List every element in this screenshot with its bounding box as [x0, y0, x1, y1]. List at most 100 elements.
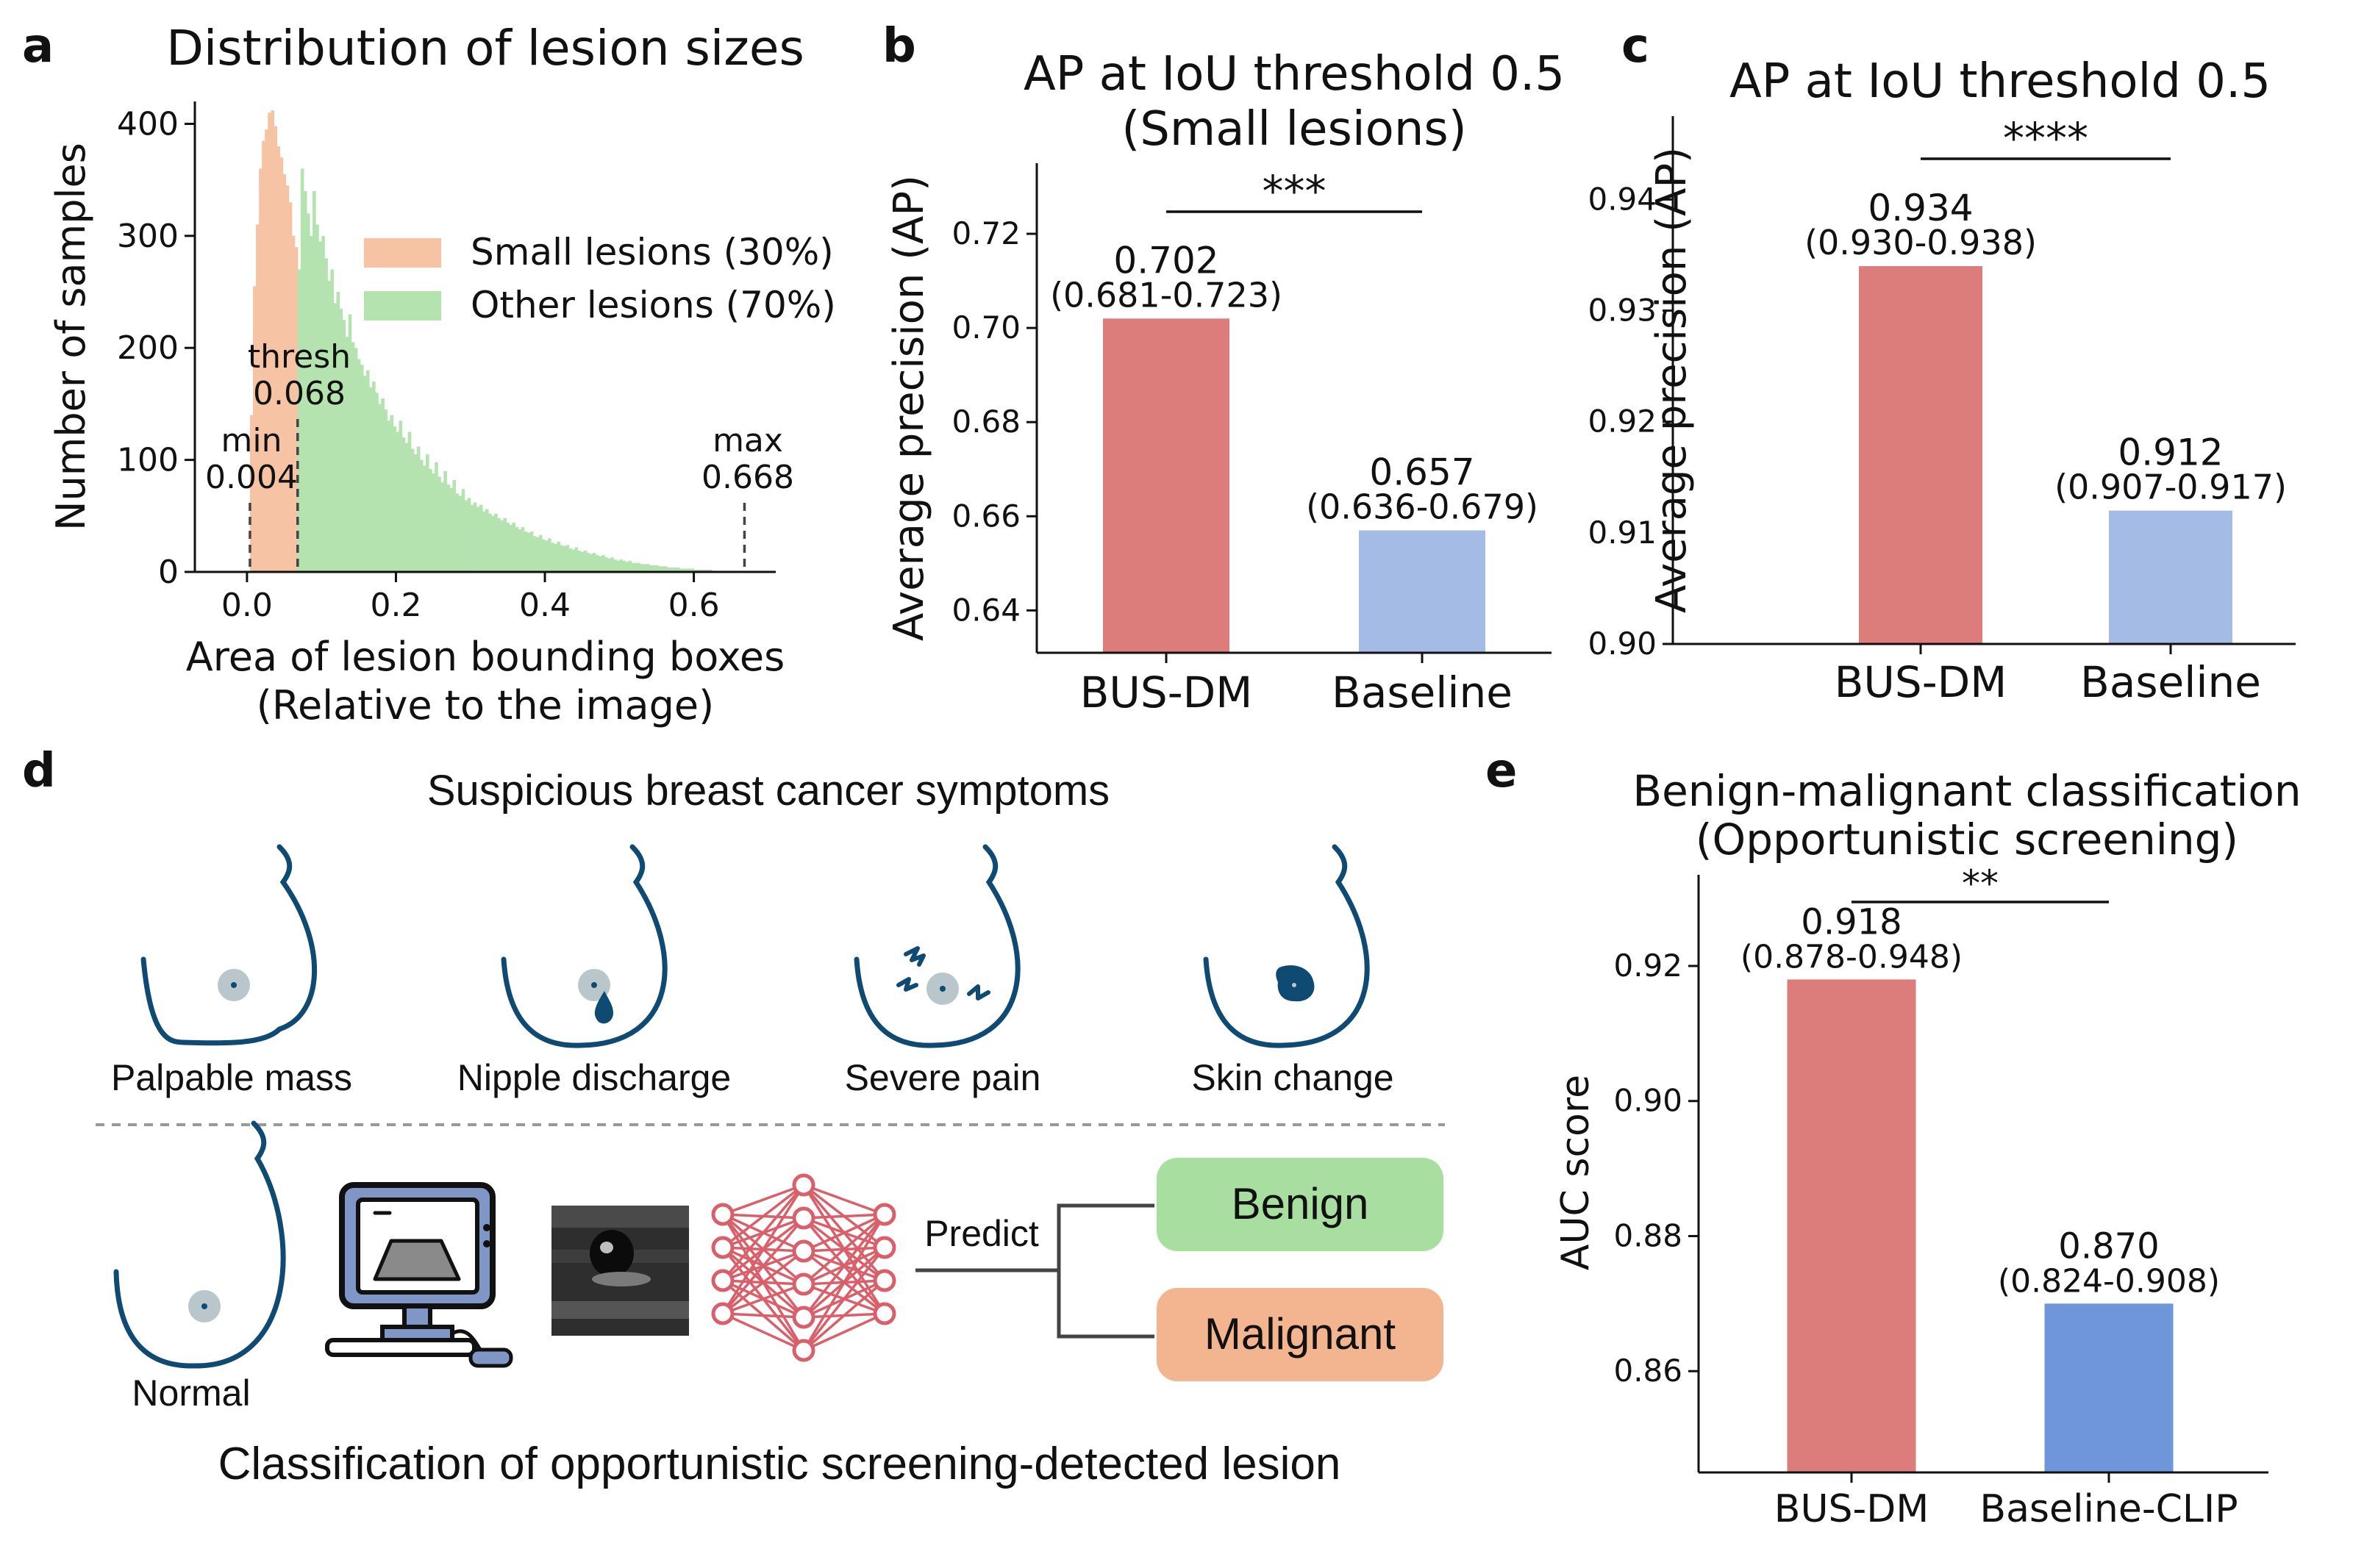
network-edge	[802, 1214, 886, 1351]
ultrasound-image-icon	[551, 1206, 689, 1336]
histogram-bar	[622, 560, 626, 572]
histogram-bar	[699, 569, 704, 572]
histogram-bar	[661, 566, 665, 572]
network-edge	[803, 1184, 885, 1216]
histogram-bar	[452, 480, 457, 572]
histogram-bar	[640, 564, 644, 572]
network-node	[792, 1272, 815, 1296]
histogram-bar	[565, 545, 570, 572]
bar-bus-dm	[1103, 318, 1229, 653]
panel-e-title-line1: Benign-malignant classification	[1632, 766, 2301, 816]
histogram-bar	[303, 190, 307, 572]
y-tick-label: 0.64	[951, 592, 1021, 628]
histogram-bar	[574, 547, 579, 572]
histogram-bar	[271, 110, 274, 572]
network-edge	[802, 1213, 886, 1286]
y-tick-label: 0.88	[1613, 1217, 1682, 1253]
bar-baseline-clip	[2044, 1303, 2174, 1472]
histogram-bar	[532, 536, 537, 572]
histogram-bar	[607, 558, 611, 572]
network-node	[792, 1173, 815, 1197]
histogram-bar	[538, 534, 543, 572]
histogram-bar	[470, 504, 474, 572]
y-tick-label: 300	[117, 218, 179, 255]
network-edge	[722, 1184, 804, 1216]
prediction-connector	[915, 1203, 1154, 1339]
x-tick-label: 0.4	[519, 587, 571, 624]
histogram-bar	[654, 565, 659, 572]
y-ticks: 0 100 200 300 400	[117, 105, 195, 591]
malignant-box	[1157, 1288, 1443, 1381]
histogram-bar	[676, 567, 679, 572]
reference-line-label-value: 0.068	[253, 375, 346, 412]
histogram-bar	[509, 525, 513, 572]
histogram-bar	[354, 348, 358, 572]
histogram-bar	[526, 532, 531, 572]
histogram-bar	[708, 569, 713, 572]
histogram-bar	[506, 522, 510, 572]
histogram-bar	[651, 565, 656, 572]
histogram-bar	[318, 241, 322, 572]
histogram-bar	[601, 555, 605, 572]
histogram-bar	[345, 337, 349, 572]
ultrasound-machine-icon	[325, 1182, 513, 1368]
panel-b-bar-chart: AP at IoU threshold 0.5 (Small lesions) …	[885, 47, 1565, 717]
network-node	[873, 1236, 896, 1259]
symptom-label-nipple-discharge: Nipple discharge	[457, 1057, 731, 1098]
histogram-bar	[497, 518, 501, 572]
histogram-bar	[446, 484, 450, 572]
histogram-bar	[419, 459, 424, 572]
symptom-label-skin-change: Skin change	[1191, 1057, 1393, 1098]
x-tick-label: Baseline	[2080, 657, 2261, 707]
x-tick-label: BUS-DM	[1835, 657, 2007, 707]
palpable-mass-icon	[140, 844, 318, 1046]
histogram-bar	[365, 370, 370, 572]
histogram-bar	[413, 454, 418, 572]
x-tick-label: Baseline-CLIP	[1979, 1487, 2238, 1531]
bar-value-label: 0.657	[1369, 451, 1474, 494]
y-axis-label: Number of samples	[48, 143, 94, 531]
bar-value-label: 0.870	[2058, 1225, 2159, 1267]
legend-label-other: Other lesions (70%)	[471, 284, 836, 326]
histogram-bar	[348, 314, 352, 572]
histogram-bar	[438, 476, 441, 572]
histogram-bar	[482, 511, 486, 572]
histogram-bar	[583, 551, 588, 572]
histogram-bar	[375, 393, 379, 572]
histogram-bar	[291, 235, 296, 572]
significance-stars: ****	[2003, 113, 2088, 163]
network-node	[792, 1306, 815, 1329]
histogram-bar	[535, 537, 540, 572]
y-axis-label: Average precision (AP)	[885, 175, 933, 641]
histogram-bar	[410, 448, 415, 572]
histogram-bar	[387, 420, 390, 572]
network-edge	[721, 1184, 805, 1282]
histogram-bar	[342, 320, 346, 572]
histogram-bar	[512, 522, 516, 572]
histogram-bar	[503, 518, 507, 572]
nipple-discharge-icon	[501, 844, 668, 1048]
y-tick-label: 100	[117, 442, 179, 479]
panel-c-bar-chart: AP at IoU threshold 0.5 0.90 0.91 0.92 0.93…	[1588, 54, 2296, 707]
x-tick-label: 0.0	[221, 587, 273, 624]
histogram-bar	[404, 443, 409, 572]
histogram-bar	[643, 564, 647, 572]
histogram-bar	[381, 398, 385, 572]
bar-ci-label: (0.681-0.723)	[1050, 275, 1282, 315]
network-edge	[802, 1246, 886, 1352]
network-edge	[721, 1250, 805, 1315]
significance-stars: ***	[1263, 166, 1327, 216]
y-tick-label: 0.70	[951, 309, 1021, 346]
histogram-bar	[449, 487, 454, 572]
histogram-bar	[488, 513, 492, 572]
histogram-bar	[685, 568, 689, 572]
panel-letter-d: d	[22, 744, 56, 798]
histogram-bar	[521, 527, 525, 572]
histogram-bar	[616, 560, 620, 572]
histogram-bar	[479, 504, 483, 572]
histogram-bar	[336, 292, 340, 572]
histogram-bar	[634, 562, 638, 572]
legend-swatch-small	[364, 238, 441, 268]
